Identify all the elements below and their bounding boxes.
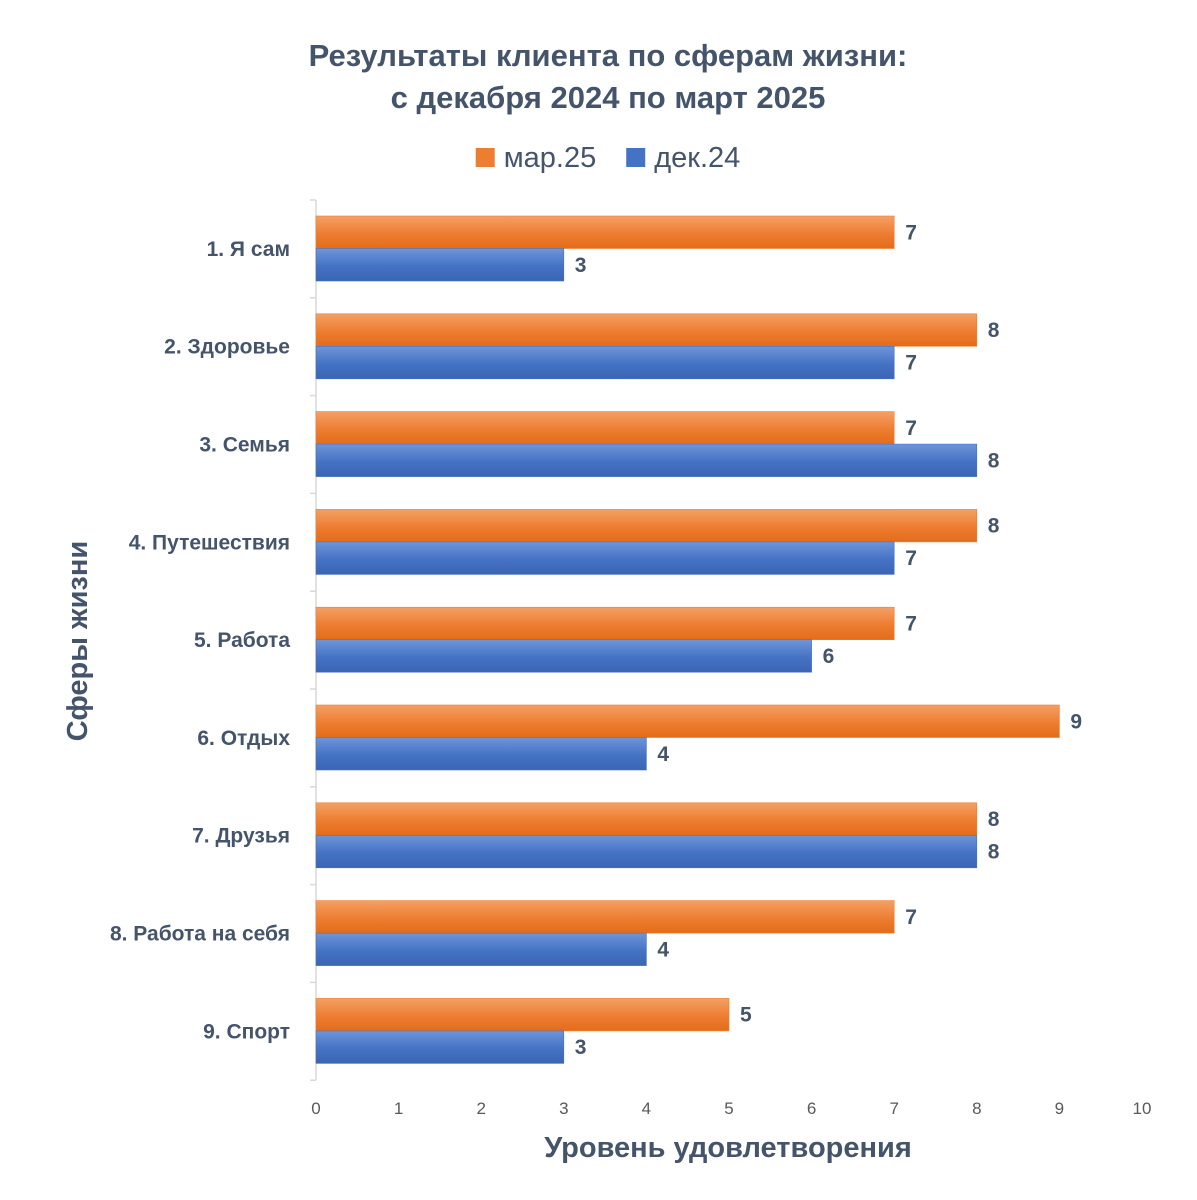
data-label-мар-25-9: 5 <box>740 1004 752 1027</box>
data-label-мар-25-2: 8 <box>988 319 1000 342</box>
x-axis-title: Уровень удовлетворения <box>544 1132 912 1164</box>
plot-area: 1. Я сам 7 3 2. Здоровье 8 7 3. Семья 7 8 4. Путе… <box>110 199 1082 1081</box>
bar-дек-24-9 <box>315 1030 565 1064</box>
legend-swatch-дек-24 <box>626 148 646 167</box>
y-axis-title: Сферы жизни <box>62 541 94 741</box>
data-label-дек-24-2: 7 <box>905 352 917 375</box>
x-tick-label: 0 <box>311 1099 320 1118</box>
category-label: 1. Я сам <box>207 238 290 261</box>
chart-title-line-1: Результаты клиента по сферам жизни: <box>309 38 908 73</box>
bar-мар-25-2 <box>315 313 978 347</box>
x-tick-label: 7 <box>889 1099 898 1118</box>
bar-дек-24-4 <box>315 541 895 575</box>
category-label: 2. Здоровье <box>164 336 290 359</box>
category-label: 9. Спорт <box>203 1020 290 1043</box>
legend: мар.25 дек.24 <box>475 142 740 174</box>
x-tick-label: 5 <box>724 1099 733 1118</box>
data-label-мар-25-6: 9 <box>1070 710 1082 733</box>
category-label: 4. Путешествия <box>129 531 290 554</box>
data-label-мар-25-4: 8 <box>988 515 1000 538</box>
data-label-дек-24-7: 8 <box>988 841 1000 864</box>
bar-дек-24-2 <box>315 345 895 380</box>
bar-мар-25-6 <box>315 704 1060 738</box>
legend-label-дек-24: дек.24 <box>654 142 740 174</box>
bar-дек-24-7 <box>315 834 978 869</box>
bar-мар-25-3 <box>315 411 895 445</box>
bar-дек-24-5 <box>315 639 812 673</box>
data-label-дек-24-1: 3 <box>575 254 587 277</box>
bar-дек-24-1 <box>315 248 565 282</box>
category-label: 8. Работа на себя <box>110 923 290 946</box>
bar-дек-24-6 <box>315 737 647 771</box>
x-tick-label: 10 <box>1133 1099 1152 1118</box>
data-label-дек-24-4: 7 <box>905 547 917 570</box>
bar-мар-25-7 <box>315 802 978 836</box>
data-label-дек-24-5: 6 <box>823 645 835 668</box>
category-label: 6. Отдых <box>197 727 290 750</box>
x-tick-label: 3 <box>559 1099 568 1118</box>
data-label-мар-25-7: 8 <box>988 808 1000 831</box>
x-tick-label: 2 <box>476 1099 485 1118</box>
x-axis-ticks: 0 1 2 3 4 5 6 7 8 9 10 <box>311 1099 1151 1118</box>
category-label: 7. Друзья <box>192 825 290 848</box>
bar-дек-24-8 <box>315 932 647 966</box>
data-label-дек-24-6: 4 <box>657 743 669 766</box>
data-label-мар-25-1: 7 <box>905 221 917 244</box>
bar-мар-25-1 <box>315 215 895 249</box>
x-tick-label: 9 <box>1055 1099 1064 1118</box>
x-tick-label: 6 <box>807 1099 816 1118</box>
x-tick-label: 1 <box>394 1099 403 1118</box>
category-label: 3. Семья <box>199 434 290 457</box>
legend-label-мар-25: мар.25 <box>504 142 597 174</box>
data-label-дек-24-3: 8 <box>988 449 1000 472</box>
bar-мар-25-4 <box>315 509 978 543</box>
bar-дек-24-3 <box>315 443 978 477</box>
bar-мар-25-5 <box>315 606 895 641</box>
bar-мар-25-9 <box>315 998 730 1032</box>
x-tick-label: 8 <box>972 1099 981 1118</box>
x-tick-label: 4 <box>642 1099 651 1118</box>
data-label-дек-24-8: 4 <box>657 938 669 961</box>
legend-swatch-мар-25 <box>475 148 495 167</box>
category-label: 5. Работа <box>194 629 290 652</box>
data-label-дек-24-9: 3 <box>575 1036 587 1059</box>
data-label-мар-25-3: 7 <box>905 417 917 440</box>
data-label-мар-25-5: 7 <box>905 612 917 635</box>
data-label-мар-25-8: 7 <box>905 906 917 929</box>
bar-мар-25-8 <box>315 900 895 934</box>
chart-title-line-2: с декабря 2024 по март 2025 <box>391 80 826 115</box>
